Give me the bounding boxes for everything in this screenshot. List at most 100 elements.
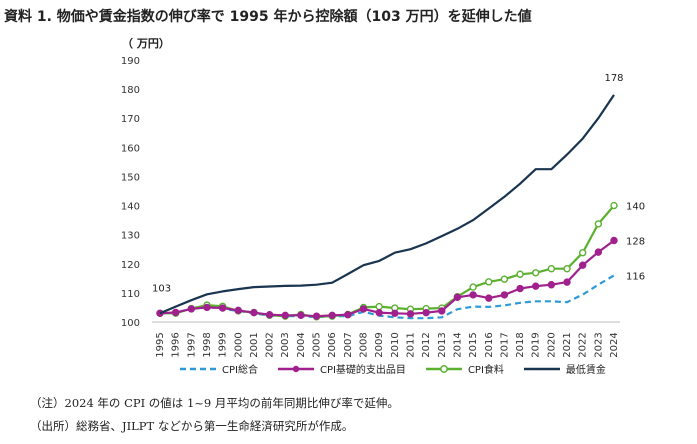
footnotes: （注）2024 年の CPI の値は 1~9 月平均の前年同期比伸び率で延伸。 … (30, 392, 399, 438)
chart-title: 資料 1. 物価や賃金指数の伸び率で 1995 年から控除額（103 万円）を延… (4, 9, 532, 25)
x-tick-label: 2006 (327, 332, 338, 357)
x-tick-label: 2020 (546, 332, 557, 357)
legend-label-cpi-food: CPI食料 (467, 365, 504, 376)
x-tick-label: 2004 (296, 332, 307, 357)
x-tick-label: 2010 (390, 332, 401, 357)
x-tick-label: 2003 (280, 332, 291, 357)
y-tick-label: 120 (121, 260, 140, 271)
series-point-2 (563, 265, 571, 273)
series-point-1 (234, 306, 242, 315)
legend-label-cpi-basic: CPI基礎的支出品目 (319, 365, 406, 376)
series-point-1 (297, 311, 305, 320)
series-point-1 (453, 293, 462, 301)
legend-item-min-wage: 最低賃金 (522, 361, 606, 376)
x-tick-label: 1997 (186, 332, 197, 357)
x-tick-label: 2001 (249, 332, 260, 357)
data-label: 128 (626, 236, 645, 247)
x-tick-label: 1999 (218, 332, 229, 357)
x-tick-label: 2005 (312, 332, 323, 357)
x-tick-label: 1995 (155, 332, 166, 357)
series-point-2 (594, 220, 603, 228)
legend-item-cpi-basic: CPI基礎的支出品目 (276, 361, 406, 376)
series-point-1 (187, 305, 196, 313)
series-point-2 (532, 269, 540, 277)
x-tick-label: 2023 (593, 332, 604, 357)
series-point-1 (578, 261, 587, 269)
legend-item-cpi-food: CPI食料 (424, 361, 504, 376)
data-label: 116 (626, 271, 645, 282)
legend-item-cpi-total: CPI総合 (178, 361, 258, 376)
legend-label-cpi-total: CPI総合 (222, 365, 258, 376)
y-tick-label: 170 (121, 114, 140, 125)
series-point-1 (547, 281, 556, 289)
x-tick-label: 2018 (515, 332, 526, 357)
series-point-1 (485, 294, 493, 302)
series-point-1 (516, 284, 524, 293)
series-point-1 (265, 311, 274, 319)
series-line-1 (159, 239, 615, 318)
x-tick-label: 2008 (359, 332, 370, 357)
y-tick-label: 150 (121, 172, 140, 183)
series-point-1 (171, 308, 180, 317)
series-point-1 (359, 305, 368, 313)
series-point-1 (218, 304, 227, 312)
x-tick-label: 2007 (343, 332, 354, 357)
series-point-1 (312, 312, 321, 320)
x-tick-label: 2017 (499, 332, 510, 357)
x-tick-label: 2012 (421, 332, 432, 357)
x-tick-label: 2002 (265, 332, 276, 357)
x-tick-label: 2014 (452, 332, 463, 357)
series-point-1 (375, 308, 383, 317)
data-label: 178 (604, 73, 623, 84)
x-tick-label: 2011 (405, 332, 416, 357)
x-tick-label: 2022 (578, 332, 589, 357)
x-tick-label: 2024 (609, 332, 620, 357)
x-tick-label: 2015 (468, 332, 479, 357)
chart-axes: 100 110 120 130 140 150 160 170 180 190 1995 1996 19… (121, 56, 620, 358)
series-line-3 (159, 94, 615, 315)
legend-swatch-min-wage (523, 367, 560, 370)
series-point-2 (547, 265, 556, 273)
data-label: 140 (626, 202, 645, 213)
legend-swatch-cpi-total (180, 367, 216, 370)
series-point-1 (250, 308, 258, 317)
series-point-2 (485, 278, 493, 286)
legend: CPI総合 CPI基礎的支出品目 CPI食料 最低賃金 (178, 361, 606, 376)
series-point-2 (578, 249, 587, 257)
x-tick-label: 2021 (562, 332, 573, 357)
series-point-1 (438, 307, 446, 315)
series-point-1 (391, 309, 399, 317)
series-point-1 (532, 282, 540, 290)
series-point-1 (406, 310, 415, 318)
series-point-2 (469, 283, 477, 291)
series-point-1 (594, 248, 603, 256)
y-tick-label: 140 (121, 202, 140, 213)
legend-swatch-cpi-food (425, 364, 462, 373)
series-point-2 (375, 302, 383, 311)
series-point-1 (500, 291, 509, 299)
series-point-1 (563, 278, 571, 286)
chart-series (156, 94, 618, 321)
legend-swatch-cpi-basic (277, 365, 314, 372)
series-line-0 (159, 274, 615, 320)
series-point-1 (203, 303, 211, 312)
chart-data-labels: 103 178 140 128 116 (152, 73, 645, 294)
y-tick-label: 180 (121, 85, 140, 96)
y-tick-label: 130 (121, 231, 140, 242)
y-tick-label: 190 (121, 56, 140, 67)
y-tick-label: 160 (121, 143, 140, 154)
y-axis-unit: （ 万円） (122, 37, 170, 50)
x-tick-label: 2009 (374, 332, 385, 357)
x-tick-label: 2000 (233, 332, 244, 357)
legend-label-min-wage: 最低賃金 (565, 365, 606, 376)
series-point-1 (344, 311, 352, 319)
x-tick-label: 2019 (531, 332, 542, 357)
data-label: 103 (152, 283, 171, 294)
x-tick-label: 1996 (171, 332, 182, 357)
x-tick-label: 2013 (437, 332, 448, 357)
y-tick-label: 100 (121, 318, 140, 329)
y-tick-label: 110 (121, 289, 140, 300)
series-line-2 (160, 204, 615, 318)
x-tick-label: 2016 (484, 332, 495, 357)
